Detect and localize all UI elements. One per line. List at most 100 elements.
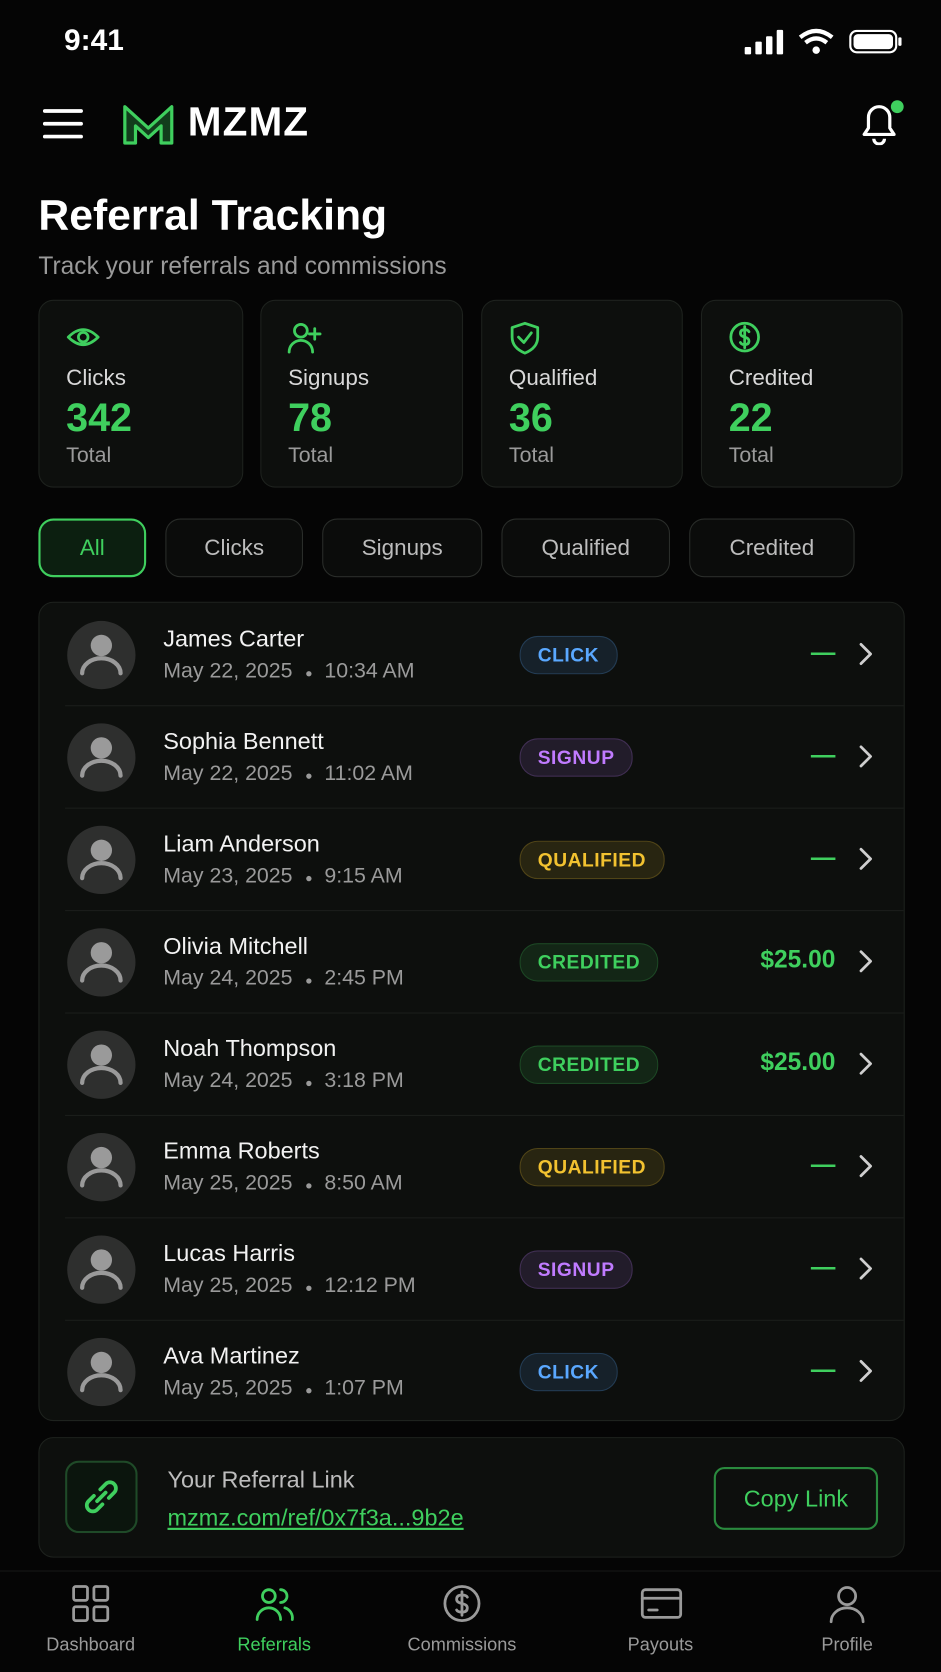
status-badge: QUALIFIED xyxy=(519,840,665,880)
referral-time: 12:12 PM xyxy=(324,1273,416,1298)
stat-unit: Total xyxy=(288,443,334,468)
filter-chip[interactable]: Qualified xyxy=(501,518,671,578)
chevron xyxy=(859,643,872,665)
nav-item[interactable]: Profile xyxy=(772,1583,921,1668)
referral-link-card: Your Referral Link mzmz.com/ref/0x7f3a..… xyxy=(38,1437,905,1558)
status-badge: CLICK xyxy=(519,1352,618,1392)
stat-unit: Total xyxy=(66,443,112,468)
link-icon xyxy=(65,1460,138,1534)
nav-icon-svg xyxy=(72,1585,110,1623)
date-separator xyxy=(306,1183,312,1189)
filter-chip[interactable]: All xyxy=(38,518,147,578)
status-badge: SIGNUP xyxy=(519,738,633,777)
referral-date: May 23, 2025 xyxy=(163,864,293,888)
avatar-svg xyxy=(67,620,136,690)
referral-date: May 24, 2025 xyxy=(163,1069,293,1093)
filter-chip[interactable]: Credited xyxy=(689,518,855,578)
referral-time: 2:45 PM xyxy=(324,966,404,991)
date-separator xyxy=(306,671,312,677)
row-divider xyxy=(65,1114,904,1116)
referral-amount: $25.00 xyxy=(760,1047,836,1076)
referral-name: Liam Anderson xyxy=(163,830,320,857)
nav-item[interactable]: Payouts xyxy=(586,1583,735,1668)
nav-item[interactable]: Referrals xyxy=(200,1583,349,1668)
stat-card: Signups 78 Total xyxy=(260,299,464,488)
referral-amount: — xyxy=(810,638,836,666)
chevron xyxy=(859,1257,872,1280)
date-separator xyxy=(306,978,312,984)
copy-link-button[interactable]: Copy Link xyxy=(713,1466,879,1530)
referral-amount: — xyxy=(810,1354,836,1383)
nav-divider xyxy=(0,1570,941,1572)
referral-name: Emma Roberts xyxy=(163,1137,320,1164)
referral-row[interactable]: Noah Thompson May 24, 2025 3:18 PM CREDITED… xyxy=(39,1012,904,1114)
row-chevron xyxy=(857,1153,876,1179)
stat-icon-svg xyxy=(287,322,322,354)
status-badge: QUALIFIED xyxy=(519,1147,665,1187)
date-separator xyxy=(306,1285,312,1291)
chevron xyxy=(859,847,872,870)
stat-unit: Total xyxy=(728,443,774,468)
referral-name: Olivia Mitchell xyxy=(163,932,309,960)
avatar-svg xyxy=(67,928,136,997)
stat-unit: Total xyxy=(508,443,554,468)
referral-amount: — xyxy=(810,1150,836,1178)
referral-row[interactable]: James Carter May 22, 2025 10:34 AM CLICK — xyxy=(39,603,903,705)
status-badge: SIGNUP xyxy=(519,1250,633,1289)
date-separator xyxy=(306,773,312,779)
referral-row[interactable]: Ava Martinez May 25, 2025 1:07 PM CLICK — xyxy=(39,1319,904,1420)
nav-item[interactable]: Commissions xyxy=(387,1583,536,1668)
nav-icon-svg xyxy=(829,1586,865,1624)
nav-item[interactable]: Dashboard xyxy=(16,1583,165,1668)
stat-value: 36 xyxy=(508,395,553,440)
referral-name: Lucas Harris xyxy=(163,1239,295,1267)
row-chevron xyxy=(857,1358,876,1384)
status-badge: CREDITED xyxy=(519,1045,659,1084)
referral-name: Ava Martinez xyxy=(163,1342,300,1369)
stat-card: Credited 22 Total xyxy=(700,299,903,488)
menu-button[interactable] xyxy=(42,107,84,141)
stat-card: Qualified 36 Total xyxy=(481,299,683,488)
stat-label: Clicks xyxy=(66,365,126,391)
referral-date: May 25, 2025 xyxy=(163,1273,293,1298)
referral-date: May 25, 2025 xyxy=(163,1376,293,1400)
row-divider xyxy=(65,807,904,809)
referral-date: May 25, 2025 xyxy=(163,1171,293,1195)
avatar xyxy=(66,1234,136,1304)
nav-label: Profile xyxy=(821,1634,873,1655)
row-divider xyxy=(65,1319,904,1321)
avatar xyxy=(66,620,136,690)
referral-amount: $25.00 xyxy=(760,945,836,974)
page-subtitle: Track your referrals and commissions xyxy=(38,251,447,280)
nav-icon xyxy=(442,1583,485,1626)
avatar-svg xyxy=(67,1337,136,1407)
referral-row[interactable]: Sophia Bennett May 22, 2025 11:02 AM SIGNUP… xyxy=(39,705,904,807)
referral-name: Sophia Bennett xyxy=(163,727,324,755)
notifications-button[interactable] xyxy=(858,98,907,146)
filter-chip[interactable]: Clicks xyxy=(165,518,303,578)
row-chevron xyxy=(857,744,876,770)
row-chevron xyxy=(857,948,876,974)
nav-icon xyxy=(70,1583,113,1626)
referral-amount: — xyxy=(810,740,836,769)
referral-row[interactable]: Emma Roberts May 25, 2025 8:50 AM QUALIFIED… xyxy=(39,1114,904,1217)
date-separator xyxy=(306,1080,312,1087)
row-divider xyxy=(65,910,904,912)
avatar-svg xyxy=(67,723,136,792)
referral-row[interactable]: Liam Anderson May 23, 2025 9:15 AM QUALIFIE… xyxy=(39,807,904,910)
referral-name: Noah Thompson xyxy=(163,1034,337,1062)
stat-value: 78 xyxy=(288,395,332,440)
referral-row[interactable]: Olivia Mitchell May 24, 2025 2:45 PM CREDIT… xyxy=(39,910,904,1012)
referral-list: James Carter May 22, 2025 10:34 AM CLICK — So… xyxy=(38,601,905,1422)
row-chevron xyxy=(857,1051,876,1077)
row-chevron xyxy=(857,1256,876,1282)
link-label: Your Referral Link xyxy=(167,1465,355,1493)
chevron xyxy=(859,745,872,768)
brand-logo xyxy=(123,105,174,145)
stat-label: Signups xyxy=(288,365,370,391)
row-divider xyxy=(65,1217,904,1219)
referral-row[interactable]: Lucas Harris May 25, 2025 12:12 PM SIGNUP — xyxy=(39,1217,904,1319)
status-badge: CLICK xyxy=(519,635,618,675)
link-url[interactable]: mzmz.com/ref/0x7f3a...9b2e xyxy=(167,1504,464,1532)
filter-chip[interactable]: Signups xyxy=(322,518,483,578)
